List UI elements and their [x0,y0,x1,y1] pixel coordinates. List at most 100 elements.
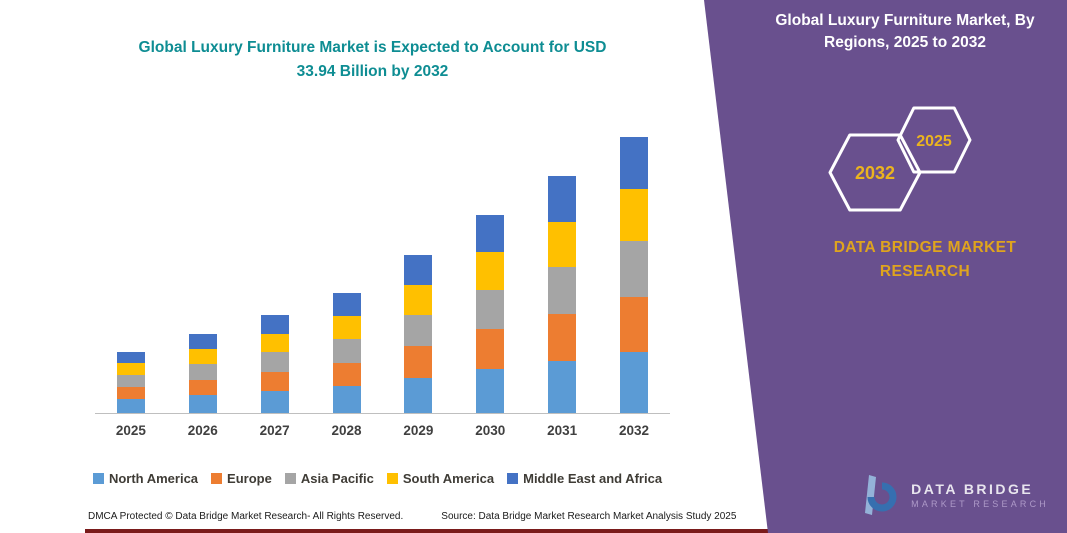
legend-swatch-north-america [92,473,104,484]
legend-label-europe: Europe [227,471,272,486]
bar-segment-middle-east-and-africa [404,255,433,285]
bar-segment-europe [620,296,649,352]
dbmr-logo-icon [865,475,897,515]
x-axis-label-2027: 2027 [259,423,290,438]
bar-segment-asia-pacific [404,314,433,347]
side-panel-title: Global Luxury Furniture Market, By Regio… [775,12,1035,52]
legend-label-north-america: North America [108,471,199,486]
bar-segment-middle-east-and-africa [188,334,217,350]
bar-segment-north-america [332,386,361,413]
hexagon-2025-outline [896,106,972,174]
bar-segment-south-america [188,349,217,365]
bar-segment-south-america [476,252,505,290]
dmca-text: DMCA Protected © Data Bridge Market Rese… [88,511,404,522]
bar-segment-north-america [404,378,433,413]
legend-swatch-south-america [386,473,398,484]
stacked-bar-2032 [620,137,649,413]
legend-item-europe: Europe [211,471,272,486]
bar-group-2028 [311,120,383,413]
chart-legend: North America Europe Asia Pacific South Ame… [85,471,670,486]
bar-segment-south-america [332,316,361,340]
hexagon-year-2025: 2025 [916,133,952,150]
brand-wordmark: DATA BRIDGE MARKET RESEARCH [785,236,1065,284]
x-axis-label-2030: 2030 [475,423,506,438]
bar-segment-middle-east-and-africa [548,176,577,222]
bar-group-2031 [526,120,598,413]
x-axis-label-2026: 2026 [187,423,218,438]
legend-swatch-middle-east-and-africa [507,473,519,484]
bar-segment-asia-pacific [476,289,505,330]
bar-segment-asia-pacific [260,352,289,372]
bar-segment-asia-pacific [116,374,145,388]
bar-segment-south-america [116,363,145,375]
bar-segment-north-america [260,391,289,413]
legend-swatch-asia-pacific [284,473,296,484]
bar-segment-south-america [620,189,649,242]
dbmr-logo: DATA BRIDGE MARKET RESEARCH [857,473,1049,517]
logo-title: DATA BRIDGE [911,481,1034,497]
x-axis-labels: 2025 2026 2027 2028 2029 2030 2031 2032 [95,423,670,438]
bar-segment-europe [188,379,217,396]
stacked-bar-2031 [548,176,577,413]
legend-item-middle-east-and-africa: Middle East and Africa [507,471,662,486]
bar-segment-europe [332,362,361,387]
bar-segment-south-america [260,333,289,352]
dbmr-logo-text: DATA BRIDGE MARKET RESEARCH [911,481,1049,509]
logo-subtitle: MARKET RESEARCH [911,499,1049,509]
stacked-bar-2028 [332,293,361,413]
legend-item-north-america: North America [92,471,199,486]
bar-segment-middle-east-and-africa [332,293,361,317]
bar-segment-europe [404,346,433,378]
bar-segment-asia-pacific [548,266,577,314]
stacked-bar-2025 [116,352,145,413]
chart-title-line1: Global Luxury Furniture Market is Expect… [138,39,607,56]
bar-segment-middle-east-and-africa [620,137,649,190]
chart-title-line2: 33.94 Billion by 2032 [296,63,449,80]
bar-segment-south-america [548,221,577,267]
bar-segment-middle-east-and-africa [116,352,145,364]
bottom-accent-bar [85,529,1067,533]
stacked-bar-2027 [260,315,289,413]
bar-segment-asia-pacific [332,339,361,363]
legend-label-middle-east-and-africa: Middle East and Africa [523,471,663,486]
plot-area [95,120,670,413]
side-panel: Global Luxury Furniture Market, By Regio… [704,0,1067,533]
bar-segment-north-america [476,369,505,413]
bar-group-2027 [239,120,311,413]
bar-segment-south-america [404,284,433,315]
bar-group-2026 [167,120,239,413]
bar-group-2030 [454,120,526,413]
bar-segment-north-america [116,399,145,413]
footer: DMCA Protected © Data Bridge Market Rese… [88,511,736,522]
hexagon-badges: 2032 2025 [828,106,972,212]
bar-group-2032 [598,120,670,413]
x-axis-label-2025: 2025 [115,423,146,438]
bar-segment-europe [548,313,577,361]
hexagon-year-2032: 2032 [855,163,895,183]
bar-segment-europe [116,387,145,400]
bar-segment-north-america [620,352,649,413]
stacked-bar-2026 [188,334,217,413]
stacked-bar-2029 [404,255,433,413]
x-axis-label-2031: 2031 [547,423,578,438]
legend-label-south-america: South America [402,471,495,486]
bar-segment-north-america [548,361,577,413]
source-text: Source: Data Bridge Market Research Mark… [441,511,737,522]
x-axis-label-2032: 2032 [619,423,650,438]
legend-item-asia-pacific: Asia Pacific [284,471,374,486]
bar-segment-europe [260,371,289,391]
bar-segment-middle-east-and-africa [260,315,289,334]
x-axis-label-2028: 2028 [331,423,362,438]
brand-line1: DATA BRIDGE MARKET [833,239,1017,256]
bar-segment-asia-pacific [620,241,649,297]
bar-segment-europe [476,329,505,370]
bar-group-2025 [95,120,167,413]
x-axis-label-2029: 2029 [403,423,434,438]
stacked-bar-2030 [476,214,505,413]
bar-segment-north-america [188,395,217,413]
legend-item-south-america: South America [386,471,495,486]
bar-group-2029 [383,120,455,413]
x-axis-line [95,413,670,414]
bar-segment-middle-east-and-africa [476,214,505,253]
